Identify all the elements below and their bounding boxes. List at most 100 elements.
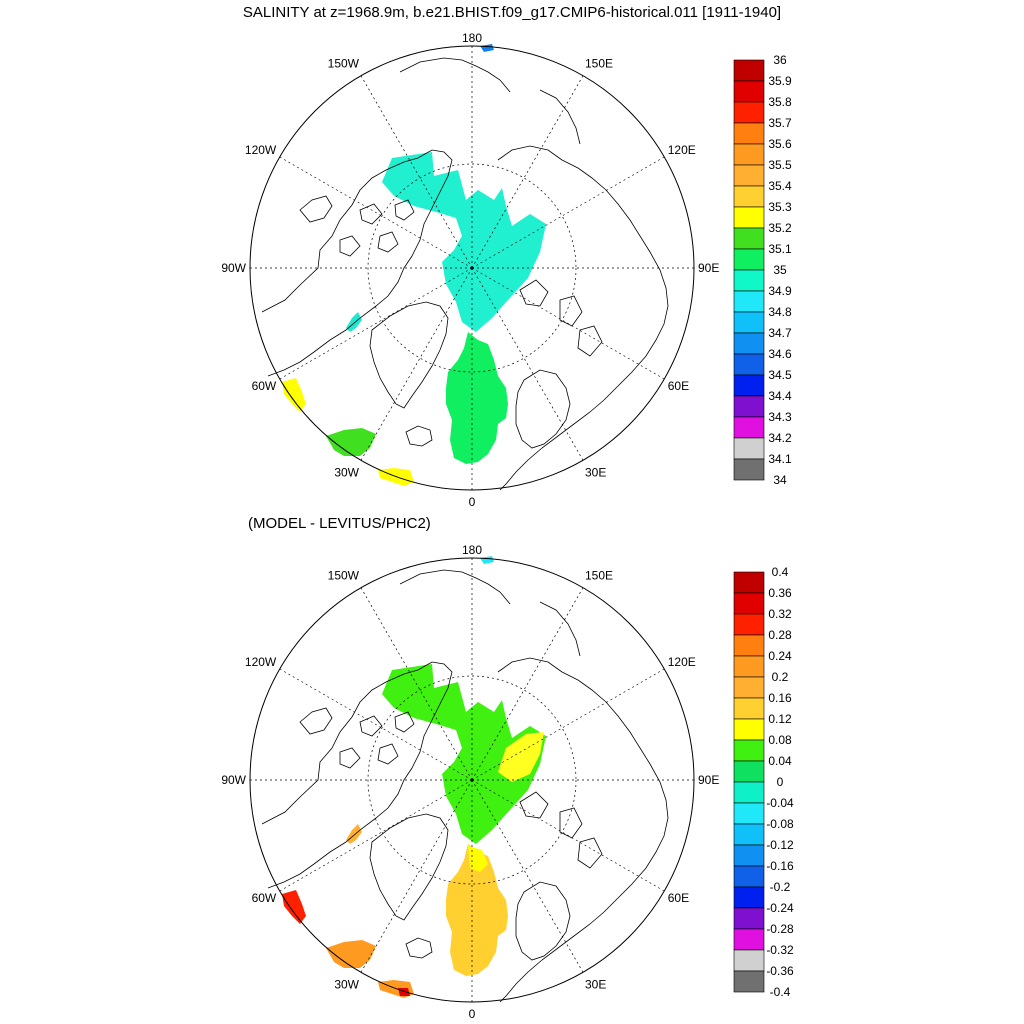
colorbar-swatch <box>733 802 765 825</box>
colorbar-label: 35.7 <box>768 116 792 130</box>
coastline <box>394 711 415 733</box>
colorbar-swatch <box>733 928 765 951</box>
colorbar-swatch <box>733 458 765 481</box>
coastline <box>519 279 549 307</box>
longitude-label: 120W <box>245 143 277 157</box>
longitude-label: 180 <box>462 543 482 557</box>
coastline <box>559 807 583 839</box>
coastline <box>515 881 571 961</box>
coastline <box>539 89 581 145</box>
top-panel: 180 150E 120E 90E 60E 30E 0 30W 60W 90W 120W 150W 3… <box>221 31 792 509</box>
colorbar-swatch <box>733 676 765 699</box>
colorbar-label: 0.4 <box>772 565 789 579</box>
longitude-label: 0 <box>469 1007 476 1021</box>
colorbar-label: -0.32 <box>766 943 794 957</box>
coastline <box>539 601 581 657</box>
colorbar-swatch <box>733 59 765 82</box>
longitude-label: 90E <box>698 773 719 787</box>
colorbar-label: 0.32 <box>768 607 792 621</box>
top-map: 180 150E 120E 90E 60E 30E 0 30W 60W 90W 120W 150W 3… <box>221 31 792 509</box>
colorbar-swatch <box>733 634 765 657</box>
colorbar-label: 0.2 <box>772 670 789 684</box>
colorbar-label: 35.2 <box>768 221 792 235</box>
colorbar-swatch <box>733 185 765 208</box>
meridian-line <box>360 75 473 269</box>
eurasian-highlight-field <box>498 732 544 782</box>
colorbar-label: 35 <box>773 263 787 277</box>
iberian-core-field <box>398 988 410 996</box>
colorbar-label: 0.16 <box>768 691 792 705</box>
colorbar-label: -0.4 <box>770 985 791 999</box>
longitude-label: 60W <box>252 891 277 905</box>
colorbar-swatch <box>733 949 765 972</box>
coastline <box>405 425 433 447</box>
longitude-label: 30E <box>585 465 606 479</box>
map-boundary <box>249 557 695 1003</box>
colorbar-swatch <box>733 781 765 804</box>
colorbar-label: -0.2 <box>770 880 791 894</box>
colorbar-label: 34.5 <box>768 368 792 382</box>
meridian-line <box>471 267 665 380</box>
latitude-circle <box>367 675 577 885</box>
labrador-sea-field <box>282 378 306 412</box>
colorbar-swatch <box>733 613 765 636</box>
colorbar-swatch <box>733 697 765 720</box>
longitude-label: 120W <box>245 655 277 669</box>
coastline <box>399 569 511 605</box>
longitude-label: 30W <box>334 465 359 479</box>
colorbar-swatch <box>733 718 765 741</box>
colorbar-label: 34.7 <box>768 326 792 340</box>
colorbar-label: 34.9 <box>768 284 792 298</box>
colorbar-label: 35.6 <box>768 137 792 151</box>
colorbar-label: 34.6 <box>768 347 792 361</box>
colorbar-swatch <box>733 416 765 439</box>
longitude-label: 90W <box>221 261 246 275</box>
meridian-line <box>279 156 473 269</box>
colorbar-label: 34.3 <box>768 410 792 424</box>
colorbar-swatch <box>733 143 765 166</box>
coastline <box>261 661 453 889</box>
colorbar-swatch <box>733 886 765 909</box>
coastline <box>359 203 383 225</box>
coastline <box>359 715 383 737</box>
meridian-line <box>471 156 665 269</box>
colorbar-swatch <box>733 823 765 846</box>
colorbar-label: 35.1 <box>768 242 792 256</box>
colorbar-swatch <box>733 80 765 103</box>
figure-title: SALINITY at z=1968.9m, b.e21.BHIST.f09_g… <box>242 4 782 21</box>
bering-strait-field <box>480 44 494 52</box>
coastline <box>377 743 399 765</box>
nordic-seas-field <box>446 332 508 464</box>
coastline <box>519 791 549 819</box>
meridian-line <box>471 668 665 781</box>
colorbar-swatch <box>733 571 765 594</box>
colorbar-label: -0.16 <box>766 859 794 873</box>
longitude-label: 150E <box>585 569 613 583</box>
colorbar-label: 0 <box>777 775 784 789</box>
colorbar-label: -0.08 <box>766 817 794 831</box>
colorbar-swatch <box>733 353 765 376</box>
labrador-sea-field <box>282 890 306 924</box>
colorbar-label: 35.8 <box>768 95 792 109</box>
coastline <box>339 747 361 769</box>
coastline <box>299 707 333 735</box>
map-boundary <box>249 45 695 491</box>
meridian-line <box>279 779 473 892</box>
bottom-panel: 180 150E 120E 90E 60E 30E 0 30W 60W 90W 120W 150W 0… <box>0 512 1024 1024</box>
colorbar-swatch <box>733 592 765 615</box>
coastline <box>577 837 603 869</box>
colorbar-label: 34.1 <box>768 452 792 466</box>
baffin-bay-field <box>346 312 362 332</box>
colorbar-label: 34.8 <box>768 305 792 319</box>
baffin-bay-field <box>346 824 362 844</box>
meridian-line <box>279 267 473 380</box>
colorbar-swatch <box>733 907 765 930</box>
colorbar-swatch <box>733 844 765 867</box>
latitude-circle <box>367 163 577 373</box>
central-arctic-field <box>382 664 546 844</box>
colorbar-swatch <box>733 311 765 334</box>
irminger-sea-field <box>326 428 376 456</box>
coastline <box>299 195 333 223</box>
coastline <box>369 301 449 409</box>
longitude-label: 60E <box>668 379 689 393</box>
